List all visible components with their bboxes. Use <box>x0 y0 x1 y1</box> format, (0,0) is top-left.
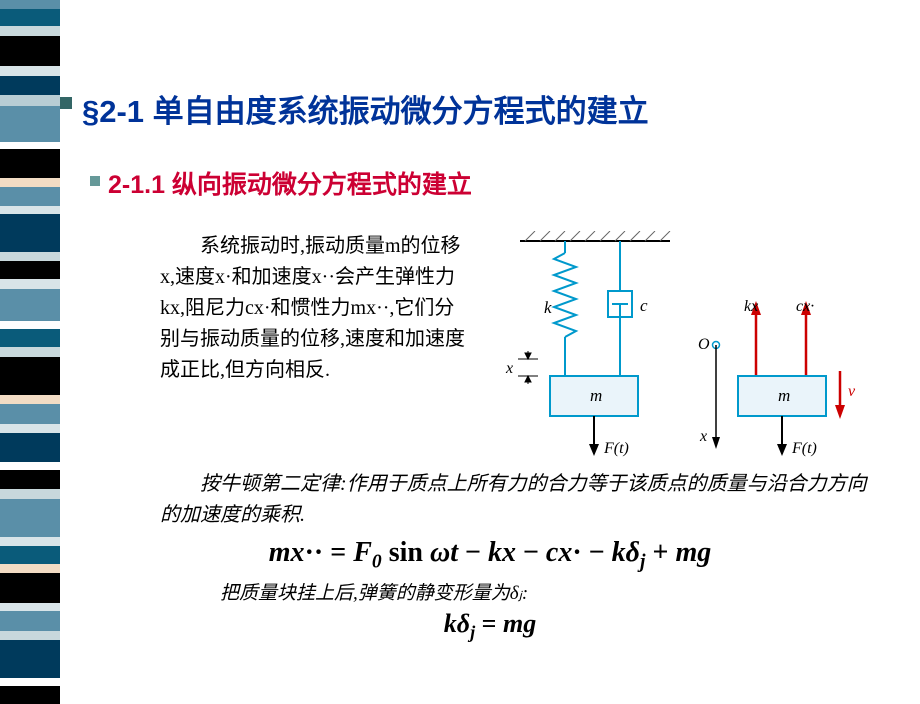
stripe <box>0 36 60 66</box>
label-Ft-left: F(t) <box>603 440 629 457</box>
stripe <box>0 499 60 537</box>
stripe <box>0 603 60 611</box>
label-c: c <box>640 296 648 315</box>
section-subtitle: 2-1.1 纵向振动微分方程式的建立 <box>108 165 920 201</box>
stripe <box>0 142 60 149</box>
stripe <box>0 261 60 279</box>
diagram-area: k c x <box>500 231 870 461</box>
stripe <box>0 187 60 206</box>
label-v: v <box>848 383 856 400</box>
section-title: §2-1 单自由度系统振动微分方程式的建立 <box>82 86 920 131</box>
stripe <box>0 0 60 9</box>
stripe <box>0 321 60 329</box>
stripe <box>0 178 60 187</box>
stripe <box>0 106 60 142</box>
sub-bullet-icon <box>90 176 100 186</box>
label-Ft-right: F(t) <box>791 440 817 457</box>
label-O: O <box>698 336 710 353</box>
stripe <box>0 329 60 347</box>
bullet-icon <box>60 97 72 109</box>
stripe <box>0 357 60 395</box>
stripe <box>0 686 60 704</box>
label-x-axis: x <box>699 428 707 445</box>
stripe <box>0 489 60 499</box>
stripe <box>0 424 60 433</box>
stripe <box>0 206 60 214</box>
stripe <box>0 347 60 357</box>
stripe <box>0 149 60 178</box>
stripe <box>0 66 60 76</box>
stripe <box>0 395 60 404</box>
label-cx: cx· <box>796 298 814 315</box>
slide-content: §2-1 单自由度系统振动微分方程式的建立 2-1.1 纵向振动微分方程式的建立… <box>60 0 920 690</box>
stripe <box>0 462 60 470</box>
body-paragraph: 系统振动时,振动质量m的位移x,速度x·和加速度x··会产生弹性力kx,阻尼力c… <box>160 231 470 461</box>
stripe <box>0 470 60 489</box>
equation-sub: kδj = mg <box>60 605 920 643</box>
stripe <box>0 404 60 424</box>
stripe <box>0 252 60 261</box>
sidebar-stripes <box>0 0 60 690</box>
stripe <box>0 611 60 631</box>
label-kx: kx <box>744 298 758 315</box>
stripe <box>0 564 60 573</box>
stripe <box>0 640 60 678</box>
stripe <box>0 678 60 686</box>
body-row: 系统振动时,振动质量m的位移x,速度x·和加速度x··会产生弹性力kx,阻尼力c… <box>60 201 920 461</box>
stripe <box>0 537 60 546</box>
stripe <box>0 433 60 462</box>
stripe <box>0 573 60 603</box>
static-deform-paragraph: 把质量块挂上后,弹簧的静变形量为δⱼ: <box>60 574 920 605</box>
stripe <box>0 289 60 321</box>
stripe <box>0 26 60 36</box>
label-x: x <box>505 360 513 377</box>
subtitle-row: 2-1.1 纵向振动微分方程式的建立 <box>60 131 920 201</box>
newton-paragraph: 按牛顿第二定律:作用于质点上所有力的合力等于该质点的质量与沿合力方向的加速度的乘… <box>60 461 920 531</box>
label-k: k <box>544 298 552 317</box>
title-section: §2-1 单自由度系统振动微分方程式的建立 <box>60 0 920 131</box>
label-m-right: m <box>778 386 790 405</box>
stripe <box>0 76 60 95</box>
label-m-left: m <box>590 386 602 405</box>
stripe <box>0 546 60 564</box>
stripe <box>0 631 60 640</box>
equation-main: mx·· = F0 sin ωt − kx − cx· − kδj + mg <box>60 531 920 574</box>
stripe <box>0 9 60 26</box>
stripe <box>0 279 60 289</box>
stripe <box>0 95 60 106</box>
stripe <box>0 214 60 252</box>
